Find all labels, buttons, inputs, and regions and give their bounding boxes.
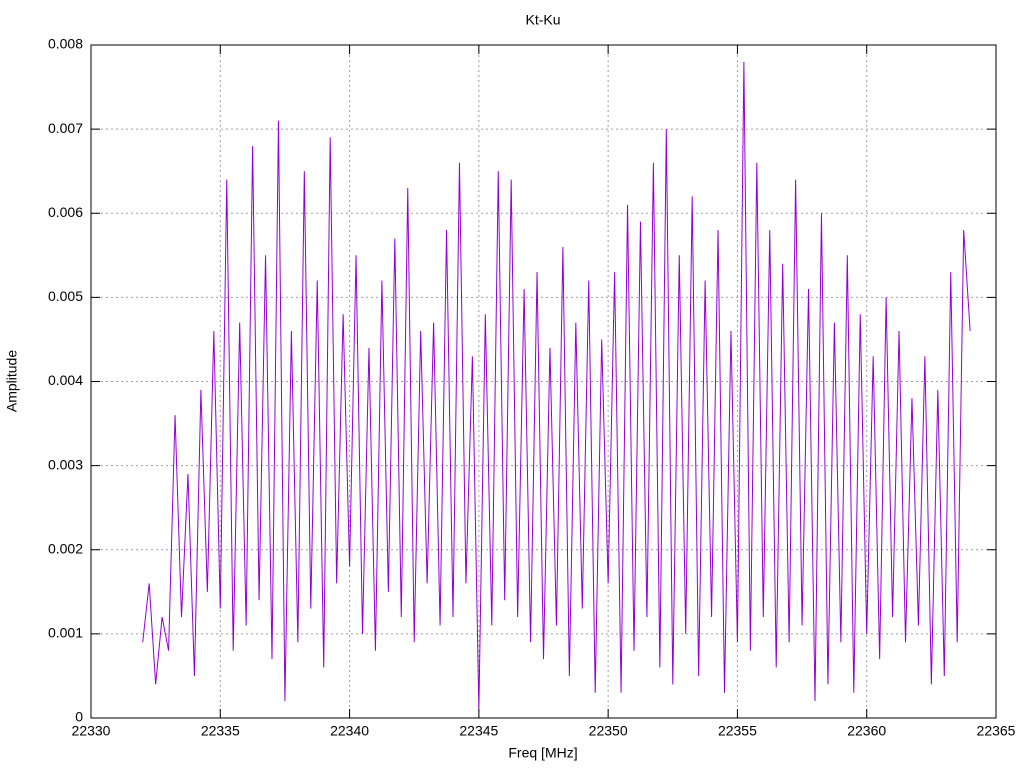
y-tick-label: 0.003 [48,456,83,472]
x-tick-label: 22365 [977,723,1016,739]
y-tick-label: 0.005 [48,288,83,304]
x-tick-label: 22360 [847,723,886,739]
x-tick-label: 22345 [459,723,498,739]
y-tick-label: 0.008 [48,36,83,52]
x-tick-label: 22340 [330,723,369,739]
y-tick-label: 0.002 [48,540,83,556]
chart-title: Kt-Ku [525,12,560,28]
y-tick-label: 0 [75,709,83,725]
x-tick-label: 22330 [72,723,111,739]
data-line [142,61,971,710]
y-axis-label: Amplitude [4,350,20,412]
y-tick-label: 0.004 [48,372,83,388]
grid [90,44,997,719]
x-tick-label: 22350 [589,723,628,739]
y-tick-label: 0.006 [48,204,83,220]
x-axis-label: Freq [MHz] [508,745,577,761]
x-tick-label: 22335 [201,723,240,739]
y-tick-label: 0.007 [48,120,83,136]
y-tick-label: 0.001 [48,625,83,641]
x-tick-label: 22355 [718,723,757,739]
